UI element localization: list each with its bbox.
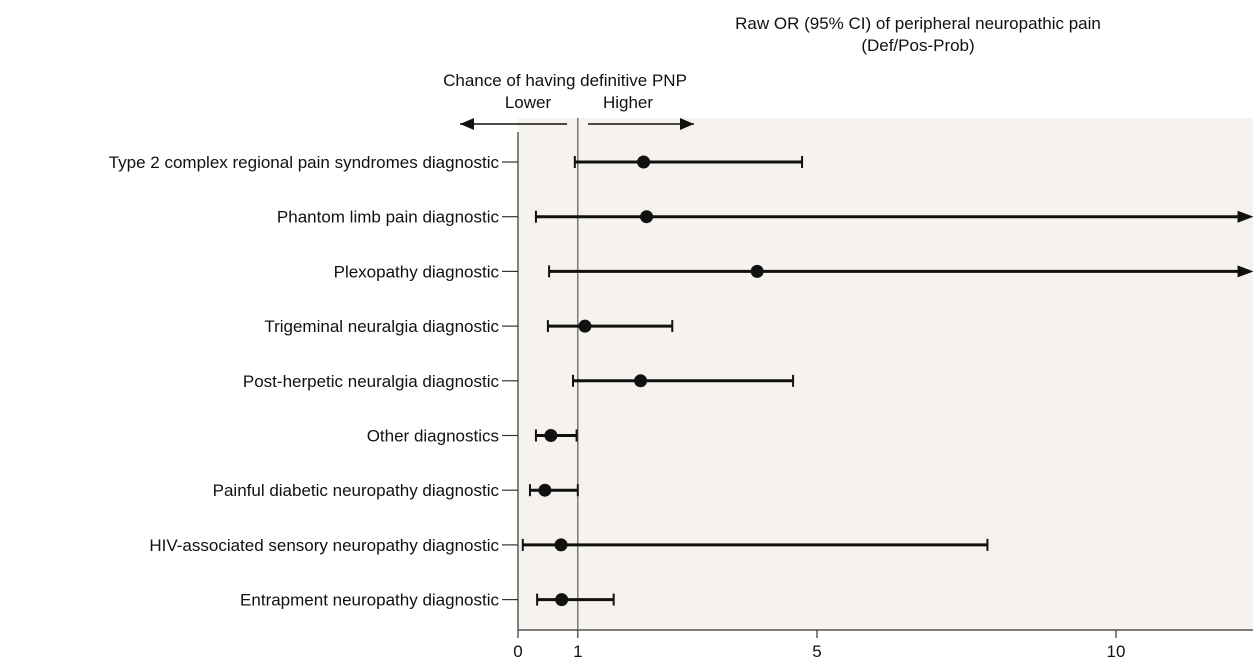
odds-ratio-point xyxy=(634,374,648,388)
row-label: Phantom limb pain diagnostic xyxy=(277,208,500,227)
row-label: Type 2 complex regional pain syndromes d… xyxy=(109,153,500,172)
x-tick-label: 10 xyxy=(1107,642,1126,661)
odds-ratio-point xyxy=(555,593,569,607)
forest-row: Other diagnostics xyxy=(367,427,578,446)
forest-row: Type 2 complex regional pain syndromes d… xyxy=(109,153,804,172)
row-label: Trigeminal neuralgia diagnostic xyxy=(264,317,499,336)
chart-subtitle: (Def/Pos-Prob) xyxy=(861,36,974,55)
forest-row: Plexopathy diagnostic xyxy=(334,262,1253,281)
odds-ratio-point xyxy=(578,319,592,333)
x-tick-label: 0 xyxy=(513,642,522,661)
direction-lower-arrow xyxy=(460,118,567,130)
odds-ratio-point xyxy=(637,155,651,169)
row-label: Painful diabetic neuropathy diagnostic xyxy=(213,481,500,500)
ci-open-arrow xyxy=(1237,210,1253,223)
x-tick-label: 5 xyxy=(812,642,821,661)
odds-ratio-point xyxy=(538,483,552,497)
chart-title: Raw OR (95% CI) of peripheral neuropathi… xyxy=(735,14,1101,33)
plot-background xyxy=(518,118,1253,630)
forest-row: HIV-associated sensory neuropathy diagno… xyxy=(149,536,989,555)
ci-open-arrow xyxy=(1237,265,1253,278)
forest-row: Trigeminal neuralgia diagnostic xyxy=(264,317,674,336)
row-label: Plexopathy diagnostic xyxy=(334,262,500,281)
direction-higher-label: Higher xyxy=(603,93,653,112)
forest-row: Post-herpetic neuralgia diagnostic xyxy=(243,372,795,391)
row-label: Entrapment neuropathy diagnostic xyxy=(240,591,499,610)
forest-row: Painful diabetic neuropathy diagnostic xyxy=(213,481,579,500)
row-label: HIV-associated sensory neuropathy diagno… xyxy=(149,536,499,555)
row-label: Post-herpetic neuralgia diagnostic xyxy=(243,372,500,391)
row-label: Other diagnostics xyxy=(367,427,499,446)
direction-lower-label: Lower xyxy=(505,93,552,112)
x-tick-label: 1 xyxy=(573,642,582,661)
odds-ratio-point xyxy=(750,264,764,278)
forest-row: Phantom limb pain diagnostic xyxy=(277,208,1253,227)
odds-ratio-point xyxy=(640,210,654,224)
forest-row: Entrapment neuropathy diagnostic xyxy=(240,591,615,610)
odds-ratio-point xyxy=(544,429,558,442)
direction-header: Chance of having definitive PNP xyxy=(443,71,687,90)
odds-ratio-point xyxy=(554,538,568,552)
direction-higher-arrow xyxy=(588,118,694,130)
